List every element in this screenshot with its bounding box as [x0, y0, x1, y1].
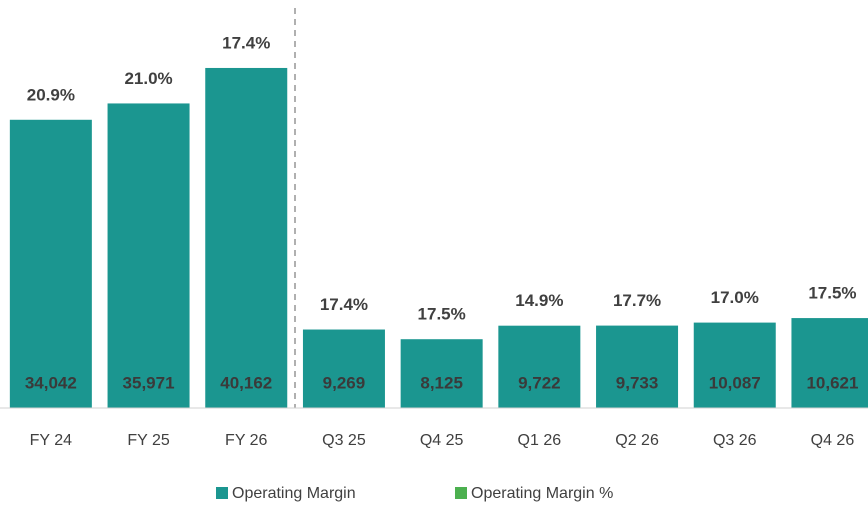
percent-label: 17.5% [418, 305, 466, 324]
bar-value-label: 40,162 [220, 373, 272, 392]
bar-value-label: 35,971 [123, 373, 175, 392]
legend-label: Operating Margin [232, 485, 356, 502]
bar [791, 318, 868, 408]
bar-value-label: 34,042 [25, 373, 77, 392]
x-tick-label: FY 26 [225, 432, 268, 449]
x-tick-label: Q3 25 [322, 432, 366, 449]
percent-label: 17.0% [711, 288, 759, 307]
x-tick-label: Q1 26 [518, 432, 562, 449]
x-tick-label: Q3 26 [713, 432, 757, 449]
bar [400, 339, 483, 408]
bar-value-label: 9,269 [323, 373, 366, 392]
bar [107, 103, 190, 409]
bar-value-label: 10,621 [806, 373, 858, 392]
bar-value-label: 10,087 [709, 373, 761, 392]
bar-value-label: 8,125 [420, 373, 463, 392]
legend-swatch [216, 487, 228, 499]
bar [205, 67, 288, 408]
bar [9, 119, 92, 408]
bar [302, 329, 385, 408]
percent-label: 17.4% [320, 295, 368, 314]
x-tick-label: FY 25 [127, 432, 170, 449]
legend-swatch [455, 487, 467, 499]
legend-label: Operating Margin % [471, 485, 613, 502]
percent-label: 14.9% [515, 291, 563, 310]
percent-label: 20.9% [27, 85, 75, 104]
bar-value-label: 9,722 [518, 373, 561, 392]
x-tick-label: Q4 25 [420, 432, 464, 449]
x-tick-label: Q2 26 [615, 432, 659, 449]
percent-label: 17.5% [808, 284, 856, 303]
percent-label: 17.7% [613, 291, 661, 310]
bar [596, 325, 679, 408]
x-tick-label: FY 24 [30, 432, 73, 449]
percent-label: 21.0% [124, 69, 172, 88]
percent-label: 17.4% [222, 33, 270, 52]
bar [498, 325, 581, 408]
x-tick-label: Q4 26 [811, 432, 855, 449]
bar [693, 322, 776, 408]
bar-value-label: 9,733 [616, 373, 659, 392]
